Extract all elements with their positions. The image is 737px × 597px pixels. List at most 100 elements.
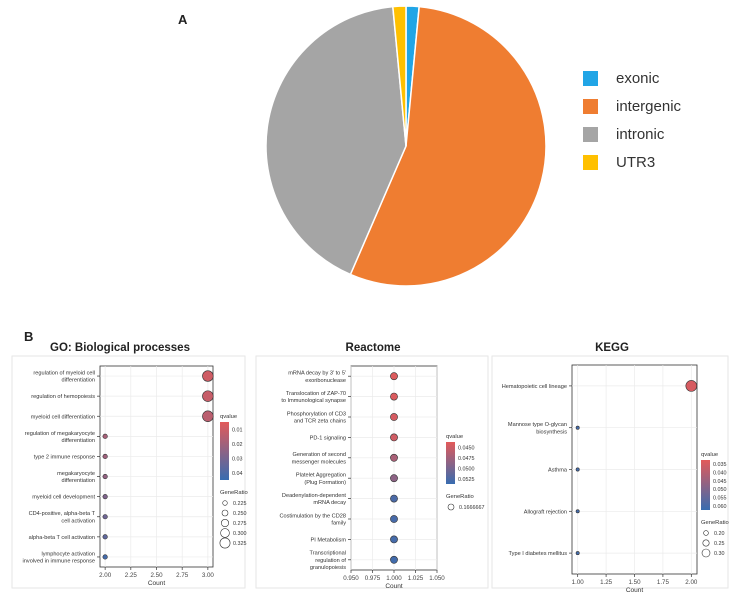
qvalue-colorbar [446,442,455,484]
y-term-label: regulation of megakaryocyte differentiati… [25,431,95,444]
y-term-label: mRNA decay by 3' to 5' exoribonuclease [288,371,346,384]
dot-point [575,425,580,430]
reactome-panel-title: Reactome [345,342,401,354]
legend-swatch-intronic [583,126,598,142]
generatio-legend-circle [702,539,710,547]
qvalue-legend-tick: 0.01 [232,427,243,433]
legend-item-intergenic: intergenic [583,92,681,120]
y-term-label: Costimulation by the CD28 family [279,513,346,526]
x-tick-label: 2.75 [176,572,189,579]
qvalue-legend-tick: 0.035 [713,462,727,468]
x-tick-label: 1.25 [600,579,613,586]
dot-point [390,453,398,462]
dot-point [390,494,398,503]
dot-point [390,535,398,544]
reactome-panel-frame [255,355,489,589]
go-panel-title: GO: Biological processes [50,342,190,354]
dot-point [202,370,214,382]
dotplot-go: 2.00 2.25 2.50 2.75 3.00 Count regulation of m… [23,365,248,587]
dot-point [390,555,398,564]
panel-label-b: B [24,329,34,344]
qvalue-colorbar [701,460,710,510]
pie-slice-intergenic [349,5,547,287]
qvalue-legend-tick: 0.03 [232,456,243,462]
dot-point [575,467,580,472]
x-tick-label: 2.50 [150,572,163,579]
x-tick-label: 2.25 [125,572,138,579]
x-tick-label: 2.00 [99,572,112,579]
dot-point [685,380,698,392]
y-term-label: type 2 immune response [34,454,95,460]
generatio-legend-tick: 0.1666667 [459,505,484,511]
legend-label-utr3: UTR3 [616,153,656,171]
y-term-label: Translocation of ZAP-70 to Immunological … [281,391,346,404]
x-tick-label: 3.00 [202,572,215,579]
generatio-legend-tick: 0.225 [233,501,247,507]
qvalue-legend-tick: 0.04 [232,471,243,477]
qvalue-legend-tick: 0.055 [713,496,727,502]
generatio-legend-circle [703,530,709,536]
y-term-label: Transcriptional regulation of granulopoies… [310,551,347,571]
y-term-label: Deadenylation-dependent mRNA decay [282,493,347,506]
legend-label-intergenic: intergenic [616,97,682,115]
dot-point [102,554,108,560]
dot-point [390,515,398,523]
kegg-panel-frame [491,355,729,589]
x-axis-label: Count [148,580,166,587]
x-tick-label: 1.050 [429,575,445,582]
x-tick-label: 1.50 [628,579,641,586]
generatio-legend-tick: 0.275 [233,521,247,527]
legend-item-exonic: exonic [583,64,681,92]
dot-point [390,474,398,483]
go-panel-frame [11,355,246,589]
dot-point [575,509,580,514]
generatio-legend-circle [222,500,228,506]
generatio-legend-tick: 0.325 [233,541,247,547]
dot-point [202,410,214,422]
x-axis-label: Count [626,587,644,594]
qvalue-colorbar [220,422,229,480]
generatio-legend-tick: 0.25 [714,541,725,547]
y-term-label: alpha-beta T cell activation [29,535,95,541]
qvalue-legend-title: qvalue [701,452,718,458]
dotplot-reactome: 0.950 0.975 1.000 1.025 1.050 Count mRNA decay… [279,365,484,590]
x-tick-label: 1.75 [657,579,670,586]
generatio-legend-circle [221,509,229,517]
dot-point [575,551,580,556]
pie-slice-utr3 [392,5,407,147]
y-term-label: myeloid cell differentiation [31,414,95,420]
dot-point [202,390,214,402]
qvalue-legend-tick: 0.0500 [458,466,475,472]
generatio-legend-tick: 0.250 [233,511,247,517]
x-tick-label: 1.025 [408,575,424,582]
dot-point [102,453,108,460]
dot-point [102,514,108,520]
legend-item-intronic: intronic [583,120,681,148]
dot-point [390,372,398,381]
panel-label-a: A [178,12,188,27]
dot-point [102,494,108,500]
legend-label-intronic: intronic [616,125,665,143]
x-tick-label: 1.00 [572,579,585,586]
legend-label-exonic: exonic [616,69,660,87]
dot-point [102,473,108,480]
legend-swatch-exonic [583,70,598,86]
y-term-label: PI Metabolism [311,537,347,543]
generatio-legend-circle [220,528,230,538]
generatio-legend-circle [221,518,230,527]
y-term-label: lymphocyte activation involved in immune … [23,551,95,564]
legend-swatch-intergenic [583,98,598,114]
generatio-legend-circle [701,548,711,558]
generatio-legend-title: GeneRatio [446,494,474,500]
y-term-label: Hematopoietic cell lineage [502,384,567,390]
qvalue-legend-title: qvalue [220,414,237,420]
dot-point [390,413,398,421]
legend-item-utr3: UTR3 [583,148,681,176]
dotplot-kegg: 1.00 1.25 1.50 1.75 2.00 Count Hematopoietic c… [502,364,729,594]
y-term-label: regulation of myeloid cell differentiatio… [33,370,95,383]
generatio-legend-tick: 0.300 [233,531,247,537]
qvalue-legend-tick: 0.060 [713,504,727,510]
y-term-label: Platelet Aggregation (Plug Formation) [296,473,346,486]
pie-legend: exonic intergenic intronic UTR3 [583,64,681,176]
